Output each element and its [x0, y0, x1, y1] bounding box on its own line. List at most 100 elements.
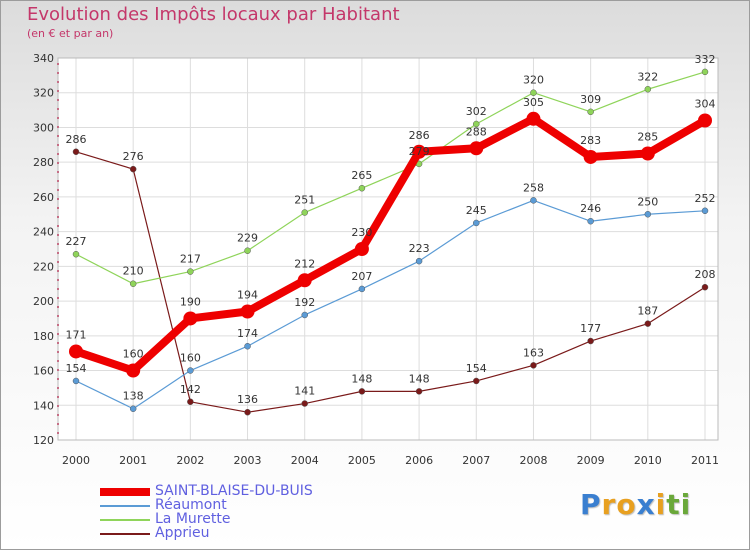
x-tick-label: 2004: [291, 454, 319, 467]
legend-swatch: [100, 533, 150, 535]
data-point: [240, 304, 255, 319]
data-point: [187, 398, 194, 406]
data-label: 302: [466, 105, 487, 118]
data-label: 212: [294, 257, 315, 270]
data-label: 332: [695, 53, 716, 66]
data-point: [183, 311, 198, 326]
data-label: 223: [409, 242, 430, 255]
data-label: 208: [695, 268, 716, 281]
x-tick-label: 2010: [634, 454, 662, 467]
data-label: 138: [123, 390, 144, 403]
data-point: [644, 86, 652, 93]
data-point: [415, 388, 423, 395]
y-tick-label: 120: [33, 434, 54, 447]
x-tick-label: 2005: [348, 454, 376, 467]
logo-letter: i: [680, 488, 692, 521]
logo-letter: t: [666, 488, 681, 521]
data-label: 141: [294, 385, 315, 398]
data-point: [301, 311, 308, 319]
data-point: [644, 211, 652, 218]
data-point: [244, 247, 251, 254]
logo-letter: P: [580, 488, 602, 521]
plot-area: [58, 58, 718, 440]
legend-label: Apprieu: [155, 525, 210, 541]
logo-letter: x: [636, 488, 656, 521]
data-label: 142: [180, 383, 201, 396]
data-label: 276: [123, 150, 144, 163]
data-point: [701, 283, 709, 291]
data-point: [698, 113, 712, 128]
data-point: [301, 209, 308, 216]
data-label: 229: [237, 232, 258, 245]
data-point: [644, 320, 652, 327]
data-label: 154: [66, 362, 87, 375]
data-label: 258: [523, 181, 544, 194]
legend-swatch: [100, 519, 150, 521]
y-tick-label: 300: [33, 121, 54, 134]
data-point: [301, 400, 308, 407]
data-point: [469, 141, 484, 156]
data-point: [244, 342, 251, 350]
series-line-apprieu: [75, 151, 706, 413]
legend-swatch: [100, 488, 150, 496]
line-chart: 120 140 160 180 200 220 240 260 280 300 320 340 2000…: [33, 52, 719, 467]
data-label: 279: [409, 145, 430, 158]
series-line-la-murette: [75, 71, 706, 285]
data-label: 194: [237, 289, 258, 302]
data-label: 217: [180, 253, 201, 266]
chart-title: Evolution des Impôts locaux par Habitant: [27, 4, 400, 25]
y-tick-label: 320: [33, 87, 54, 100]
legend-label: Réaumont: [155, 497, 227, 513]
data-point: [473, 219, 480, 227]
logo-letter: i: [655, 488, 667, 521]
data-point: [69, 344, 83, 359]
logo-letter: o: [616, 488, 637, 521]
x-tick-label: 2008: [519, 454, 547, 467]
data-point: [530, 89, 537, 96]
legend-label: La Murette: [155, 511, 231, 527]
y-tick-label: 160: [33, 365, 54, 378]
x-tick-label: 2003: [234, 454, 262, 467]
legend-swatch: [100, 505, 150, 507]
data-point: [129, 280, 137, 287]
data-point: [297, 273, 312, 288]
data-label: 210: [123, 265, 144, 278]
data-point: [701, 68, 709, 76]
chart-subtitle: (en € et par an): [27, 27, 114, 40]
x-tick-label: 2001: [119, 454, 147, 467]
data-label: 304: [695, 98, 716, 111]
data-point: [126, 363, 141, 378]
data-label: 252: [695, 192, 716, 205]
data-point: [640, 146, 655, 161]
data-point: [129, 165, 137, 173]
data-point: [354, 242, 369, 256]
data-label: 320: [523, 74, 544, 87]
data-label: 227: [66, 235, 87, 248]
data-point: [587, 108, 594, 116]
data-label: 288: [466, 125, 487, 138]
data-point: [358, 285, 366, 293]
data-label: 190: [180, 295, 201, 308]
data-label: 322: [637, 70, 658, 83]
data-point: [473, 120, 480, 128]
data-label: 174: [237, 327, 258, 340]
y-tick-label: 220: [33, 260, 54, 273]
y-tick-label: 180: [33, 330, 54, 343]
data-label: 192: [294, 296, 315, 309]
data-label: 154: [466, 362, 487, 375]
data-label: 160: [123, 348, 144, 361]
y-tick-label: 260: [33, 191, 54, 204]
y-tick-label: 340: [33, 52, 54, 65]
data-label: 246: [580, 202, 601, 215]
data-point: [412, 144, 427, 159]
data-point: [244, 408, 251, 416]
y-tick-label: 140: [33, 399, 54, 412]
x-tick-label: 2009: [577, 454, 605, 467]
data-point: [701, 207, 709, 215]
data-label: 245: [466, 204, 487, 217]
legend-label: SAINT-BLAISE-DU-BUIS: [155, 483, 313, 499]
y-tick-label: 280: [33, 156, 54, 169]
series-line-saint-blaise: [72, 114, 709, 375]
x-tick-label: 2006: [405, 454, 433, 467]
data-label: 177: [580, 322, 601, 335]
